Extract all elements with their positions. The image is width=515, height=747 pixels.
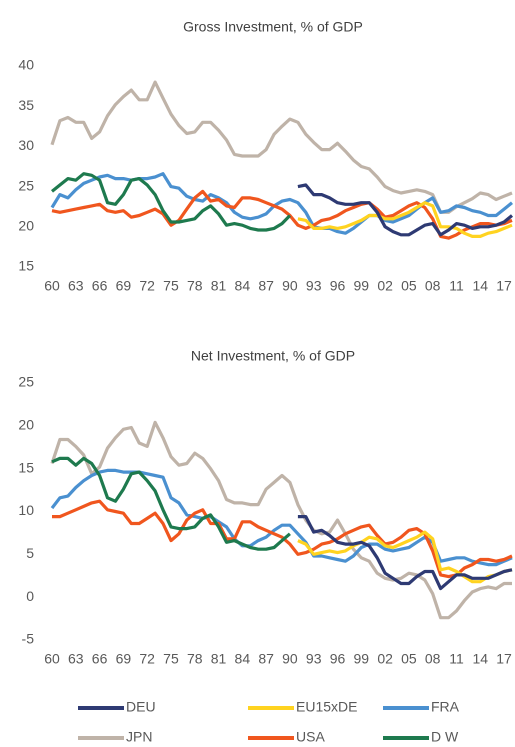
- y-tick-label: 20: [18, 417, 34, 433]
- line-series: [52, 499, 513, 579]
- line-series: [297, 201, 513, 238]
- x-tick-label: 08: [425, 651, 441, 667]
- x-tick-label: 08: [425, 278, 441, 294]
- line-series: [297, 183, 514, 237]
- y-tick-label: 25: [18, 177, 34, 193]
- line-series: [51, 456, 291, 551]
- x-tick-label: 60: [44, 651, 60, 667]
- x-tick-label: 69: [116, 651, 132, 667]
- x-tick-label: 99: [354, 278, 370, 294]
- line-series: [297, 515, 513, 591]
- x-tick-label: 72: [139, 278, 155, 294]
- y-tick-label: 15: [18, 459, 34, 475]
- x-tick-label: 02: [377, 278, 393, 294]
- x-tick-label: 78: [187, 651, 203, 667]
- x-tick-label: 87: [258, 651, 274, 667]
- line-series: [50, 80, 513, 214]
- x-tick-label: 05: [401, 651, 417, 667]
- y-tick-label: 15: [18, 258, 34, 274]
- chart-title: Net Investment, % of GDP: [191, 348, 355, 364]
- line-series: [50, 468, 513, 567]
- x-tick-label: 60: [44, 278, 60, 294]
- x-tick-label: 96: [330, 278, 346, 294]
- x-tick-label: 17: [496, 278, 512, 294]
- legend-label: FRA: [431, 699, 460, 715]
- y-tick-label: 5: [26, 545, 34, 561]
- legend-label: USA: [296, 729, 325, 745]
- x-tick-label: 93: [306, 651, 322, 667]
- x-tick-label: 63: [68, 278, 84, 294]
- x-tick-label: 93: [306, 278, 322, 294]
- x-tick-label: 84: [235, 278, 251, 294]
- x-tick-label: 05: [401, 278, 417, 294]
- y-tick-label: 10: [18, 502, 34, 518]
- x-tick-label: 90: [282, 651, 298, 667]
- x-tick-label: 90: [282, 278, 298, 294]
- x-tick-label: 78: [187, 278, 203, 294]
- x-tick-label: 75: [163, 278, 179, 294]
- y-tick-label: -5: [22, 631, 35, 647]
- x-tick-label: 84: [235, 651, 251, 667]
- legend-label: DEU: [126, 699, 156, 715]
- x-tick-label: 02: [377, 651, 393, 667]
- x-tick-label: 99: [354, 651, 370, 667]
- legend-label: D W: [431, 729, 459, 745]
- y-tick-label: 20: [18, 218, 34, 234]
- x-tick-label: 66: [92, 278, 108, 294]
- line-series: [50, 172, 514, 235]
- x-tick-label: 72: [139, 651, 155, 667]
- x-tick-label: 17: [496, 651, 512, 667]
- y-tick-label: 25: [18, 374, 34, 390]
- x-tick-label: 66: [92, 651, 108, 667]
- line-series: [50, 172, 292, 232]
- y-tick-label: 40: [18, 57, 34, 73]
- x-tick-label: 63: [68, 651, 84, 667]
- x-tick-label: 69: [116, 278, 132, 294]
- x-tick-label: 14: [472, 278, 488, 294]
- legend-label: EU15xDE: [296, 699, 357, 715]
- line-series: [50, 420, 512, 620]
- y-tick-label: 0: [26, 588, 34, 604]
- x-tick-label: 87: [258, 278, 274, 294]
- x-tick-label: 75: [163, 651, 179, 667]
- legend-label: JPN: [126, 729, 152, 745]
- x-tick-label: 96: [330, 651, 346, 667]
- x-tick-label: 81: [211, 278, 227, 294]
- y-tick-label: 30: [18, 137, 34, 153]
- x-tick-label: 11: [449, 278, 464, 294]
- y-tick-label: 35: [18, 97, 34, 113]
- x-tick-label: 81: [211, 651, 227, 667]
- chart-title: Gross Investment, % of GDP: [183, 19, 363, 35]
- x-tick-label: 11: [449, 651, 464, 667]
- x-tick-label: 14: [472, 651, 488, 667]
- line-series: [297, 530, 513, 584]
